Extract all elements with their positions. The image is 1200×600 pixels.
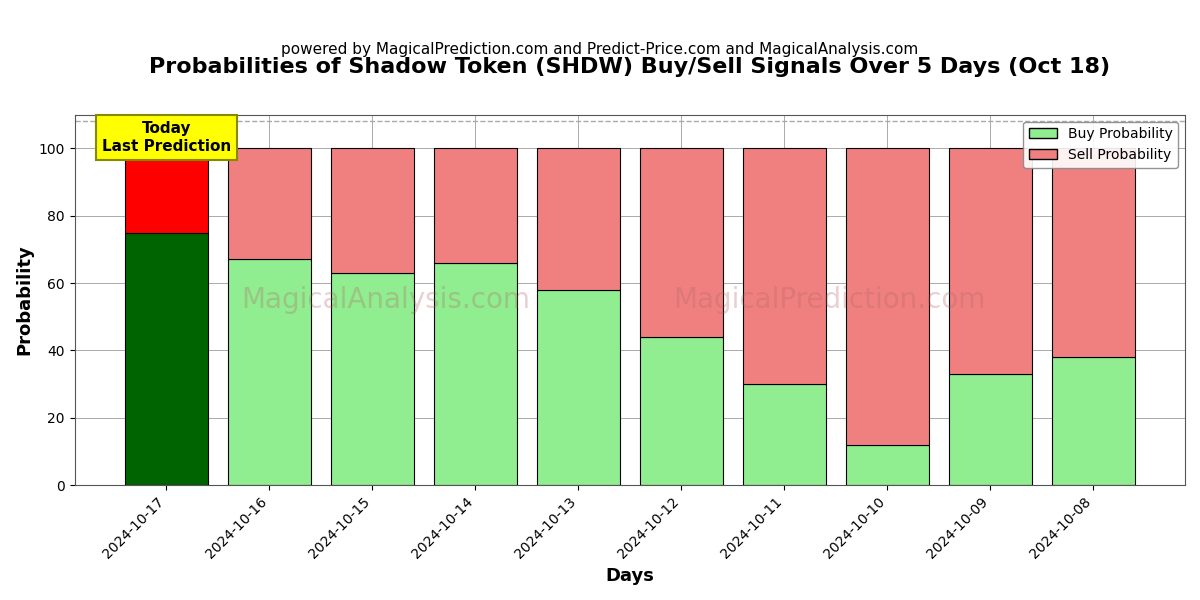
Bar	[331, 148, 414, 273]
Bar	[743, 148, 826, 384]
Bar	[125, 148, 208, 233]
Text: MagicalAnalysis.com: MagicalAnalysis.com	[241, 286, 530, 314]
Bar	[949, 148, 1032, 374]
Bar	[1052, 357, 1134, 485]
Title: Probabilities of Shadow Token (SHDW) Buy/Sell Signals Over 5 Days (Oct 18): Probabilities of Shadow Token (SHDW) Buy…	[149, 57, 1110, 77]
Bar	[228, 148, 311, 259]
Bar	[331, 273, 414, 485]
Bar	[743, 384, 826, 485]
X-axis label: Days: Days	[605, 567, 654, 585]
Bar	[228, 259, 311, 485]
Y-axis label: Probability: Probability	[16, 245, 34, 355]
Bar	[538, 148, 619, 290]
Bar	[640, 337, 722, 485]
Bar	[846, 148, 929, 445]
Bar	[434, 263, 516, 485]
Legend: Buy Probability, Sell Probability: Buy Probability, Sell Probability	[1024, 122, 1178, 167]
Text: Today
Last Prediction: Today Last Prediction	[102, 121, 230, 154]
Bar	[125, 233, 208, 485]
Bar	[949, 374, 1032, 485]
Text: powered by MagicalPrediction.com and Predict-Price.com and MagicalAnalysis.com: powered by MagicalPrediction.com and Pre…	[281, 42, 919, 57]
Bar	[640, 148, 722, 337]
Bar	[538, 290, 619, 485]
Text: MagicalPrediction.com: MagicalPrediction.com	[673, 286, 986, 314]
Bar	[1052, 148, 1134, 357]
Bar	[434, 148, 516, 263]
Bar	[846, 445, 929, 485]
